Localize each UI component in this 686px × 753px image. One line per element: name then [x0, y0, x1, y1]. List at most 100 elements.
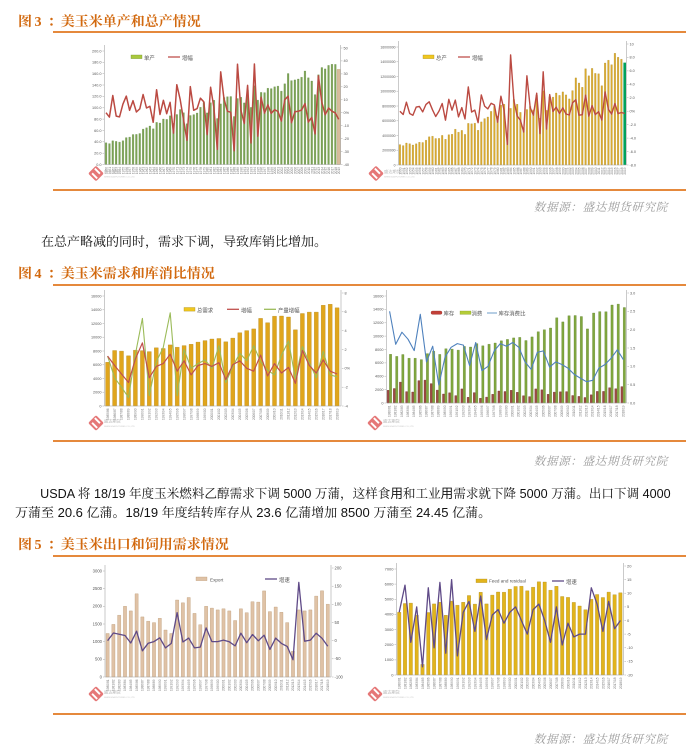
svg-text:1990: 1990 [240, 167, 244, 174]
svg-text:2000/01: 2000/01 [511, 405, 515, 417]
svg-text:2013/14: 2013/14 [591, 405, 595, 417]
svg-text:1986/87: 1986/87 [113, 408, 117, 420]
svg-text:2011: 2011 [310, 167, 314, 174]
svg-text:40: 40 [344, 59, 348, 63]
svg-text:6000: 6000 [375, 361, 383, 365]
svg-text:1950: 1950 [105, 167, 109, 174]
svg-text:1998/99: 1998/99 [196, 408, 200, 420]
svg-text:盛达期货: 盛达期货 [384, 168, 401, 175]
svg-text:1980/81: 1980/81 [398, 677, 402, 689]
svg-text:2003/04: 2003/04 [532, 677, 536, 689]
svg-text:1981/82: 1981/82 [112, 679, 116, 691]
svg-text:-2: -2 [345, 386, 348, 390]
svg-text:1973: 1973 [473, 167, 477, 174]
svg-text:1962: 1962 [145, 167, 149, 174]
svg-text:20: 20 [627, 563, 632, 568]
svg-text:1000: 1000 [385, 657, 395, 662]
svg-text:1992/93: 1992/93 [461, 405, 465, 417]
svg-text:2013/14: 2013/14 [297, 679, 301, 691]
svg-text:1979: 1979 [493, 167, 497, 174]
svg-text:2005/06: 2005/06 [245, 408, 249, 420]
svg-text:1994/95: 1994/95 [474, 405, 478, 417]
svg-text:SHENGDA FUTURES CO.,LTD: SHENGDA FUTURES CO.,LTD [383, 425, 414, 428]
svg-text:2014/15: 2014/15 [597, 405, 601, 417]
svg-text:1996/97: 1996/97 [491, 677, 495, 689]
svg-text:1997/98: 1997/98 [492, 405, 496, 417]
svg-text:2018/19: 2018/19 [619, 677, 623, 689]
svg-text:12000: 12000 [91, 322, 102, 326]
svg-text:2002/03: 2002/03 [233, 679, 237, 691]
svg-text:1990/91: 1990/91 [456, 677, 460, 689]
svg-text:2.0: 2.0 [630, 328, 635, 332]
svg-text:2013: 2013 [604, 167, 608, 174]
svg-text:1973: 1973 [182, 167, 186, 174]
svg-text:2001/02: 2001/02 [228, 679, 232, 691]
svg-text:1974: 1974 [477, 167, 481, 174]
svg-text:1980: 1980 [496, 167, 500, 174]
svg-text:200.0: 200.0 [92, 49, 102, 53]
svg-text:2012/13: 2012/13 [294, 408, 298, 420]
svg-text:1971: 1971 [175, 167, 179, 174]
svg-text:2005: 2005 [578, 167, 582, 174]
svg-text:1963: 1963 [441, 167, 445, 174]
svg-text:1981/82: 1981/82 [394, 405, 398, 417]
svg-text:2009: 2009 [304, 167, 308, 174]
svg-text:1997: 1997 [552, 167, 556, 174]
svg-text:1989: 1989 [526, 167, 530, 174]
svg-text:1996/97: 1996/97 [182, 408, 186, 420]
svg-text:20: 20 [344, 85, 348, 89]
svg-text:1990/91: 1990/91 [141, 408, 145, 420]
svg-text:1986: 1986 [516, 167, 520, 174]
svg-text:14000: 14000 [373, 308, 384, 312]
svg-text:2010/11: 2010/11 [572, 677, 576, 689]
svg-text:14000: 14000 [91, 308, 102, 312]
svg-text:1996/97: 1996/97 [486, 405, 490, 417]
svg-text:1985: 1985 [513, 167, 517, 174]
svg-text:50: 50 [344, 46, 348, 50]
svg-text:20.0: 20.0 [94, 152, 101, 156]
svg-text:6.0: 6.0 [630, 69, 635, 73]
svg-text:7000: 7000 [385, 566, 395, 571]
svg-text:0.0: 0.0 [96, 163, 101, 167]
svg-text:增幅: 增幅 [472, 54, 483, 62]
svg-text:增速: 增速 [566, 578, 577, 586]
svg-text:100.0: 100.0 [92, 106, 102, 110]
svg-text:14000000: 14000000 [380, 60, 395, 64]
svg-text:1982/83: 1982/83 [117, 679, 121, 691]
svg-text:2006: 2006 [293, 167, 297, 174]
svg-text:1966: 1966 [451, 167, 455, 174]
svg-text:2016/17: 2016/17 [314, 679, 318, 691]
svg-text:2001: 2001 [277, 167, 281, 174]
svg-text:-10: -10 [627, 645, 634, 650]
svg-text:1984/85: 1984/85 [421, 677, 425, 689]
svg-text:2013: 2013 [317, 167, 321, 174]
svg-text:0: 0 [394, 163, 396, 167]
svg-text:1990/91: 1990/91 [164, 679, 168, 691]
svg-text:2011/12: 2011/12 [578, 405, 582, 417]
svg-text:2011/12: 2011/12 [287, 408, 291, 420]
svg-text:1952: 1952 [111, 167, 115, 174]
svg-text:2000/01: 2000/01 [514, 677, 518, 689]
svg-text:1968: 1968 [457, 167, 461, 174]
svg-text:1994/95: 1994/95 [168, 408, 172, 420]
svg-text:16000: 16000 [373, 294, 384, 298]
svg-text:60.0: 60.0 [94, 129, 101, 133]
svg-text:1986/87: 1986/87 [141, 679, 145, 691]
svg-text:1983: 1983 [506, 167, 510, 174]
svg-text:1967: 1967 [162, 167, 166, 174]
svg-text:2011: 2011 [597, 167, 601, 174]
svg-text:2009/10: 2009/10 [566, 405, 570, 417]
svg-text:2001: 2001 [565, 167, 569, 174]
svg-text:2012/13: 2012/13 [291, 679, 295, 691]
svg-text:0: 0 [100, 674, 103, 679]
svg-text:2000: 2000 [93, 391, 101, 395]
svg-text:1989: 1989 [236, 167, 240, 174]
svg-text:1982/83: 1982/83 [409, 677, 413, 689]
svg-text:库存消费比: 库存消费比 [499, 310, 527, 318]
svg-text:1998: 1998 [266, 167, 270, 174]
svg-text:2015: 2015 [610, 167, 614, 174]
svg-text:1972: 1972 [179, 167, 183, 174]
svg-text:2007/08: 2007/08 [554, 405, 558, 417]
svg-text:1996: 1996 [548, 167, 552, 174]
svg-text:库存: 库存 [444, 310, 455, 318]
